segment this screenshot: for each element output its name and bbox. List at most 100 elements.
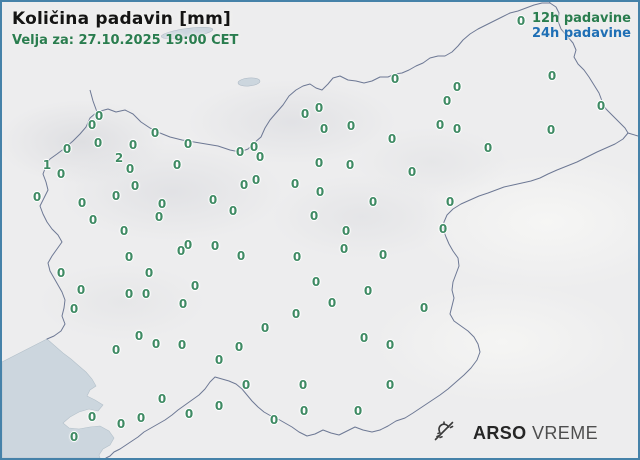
station-value: 0 xyxy=(311,275,321,289)
station-value: 0 xyxy=(69,302,79,316)
station-value: 0 xyxy=(125,162,135,176)
station-value: 1 xyxy=(42,158,52,172)
station-value: 0 xyxy=(77,196,87,210)
station-value: 0 xyxy=(345,158,355,172)
station-value: 0 xyxy=(88,213,98,227)
station-value: 0 xyxy=(445,195,455,209)
station-value: 0 xyxy=(419,301,429,315)
station-value: 0 xyxy=(452,80,462,94)
station-value: 0 xyxy=(251,173,261,187)
sea-area xyxy=(2,338,115,458)
brand-text: ARSO VREME xyxy=(473,423,598,444)
station-value: 0 xyxy=(516,14,526,28)
station-value: 0 xyxy=(385,338,395,352)
station-value: 0 xyxy=(291,307,301,321)
station-value: 0 xyxy=(87,118,97,132)
station-value: 0 xyxy=(596,99,606,113)
station-value: 0 xyxy=(177,338,187,352)
legend-item-24h[interactable]: 24h padavine xyxy=(531,26,631,41)
station-value: 0 xyxy=(136,411,146,425)
station-value: 0 xyxy=(299,404,309,418)
country-border xyxy=(39,2,629,458)
border-stub-north-east xyxy=(549,2,551,4)
station-value: 0 xyxy=(119,224,129,238)
station-value: 0 xyxy=(111,343,121,357)
station-value: 0 xyxy=(124,287,134,301)
station-value: 0 xyxy=(346,119,356,133)
station-value: 0 xyxy=(339,242,349,256)
station-value: 0 xyxy=(298,378,308,392)
station-value: 0 xyxy=(236,249,246,263)
station-value: 0 xyxy=(69,430,79,444)
station-value: 0 xyxy=(483,141,493,155)
station-value: 0 xyxy=(385,378,395,392)
station-value: 0 xyxy=(341,224,351,238)
station-value: 0 xyxy=(111,189,121,203)
station-value: 0 xyxy=(234,340,244,354)
station-value: 0 xyxy=(157,392,167,406)
station-value: 0 xyxy=(249,140,259,154)
station-value: 0 xyxy=(128,138,138,152)
weather-sun-icon xyxy=(432,419,456,447)
station-value: 0 xyxy=(353,404,363,418)
legend-item-12h[interactable]: 12h padavine xyxy=(531,11,631,26)
station-value: 0 xyxy=(407,165,417,179)
station-value: 0 xyxy=(239,178,249,192)
station-value: 0 xyxy=(130,179,140,193)
station-value: 0 xyxy=(260,321,270,335)
brand-agency: ARSO xyxy=(472,422,527,443)
station-value: 0 xyxy=(157,197,167,211)
brand-product: VREME xyxy=(531,422,598,443)
station-value: 0 xyxy=(154,210,164,224)
station-value: 0 xyxy=(442,94,452,108)
station-value: 0 xyxy=(151,337,161,351)
station-value: 0 xyxy=(255,150,265,164)
station-value: 0 xyxy=(546,123,556,137)
station-value: 0 xyxy=(56,266,66,280)
station-value: 0 xyxy=(208,193,218,207)
station-value: 0 xyxy=(269,413,279,427)
station-value: 0 xyxy=(210,239,220,253)
station-value: 0 xyxy=(214,399,224,413)
border-stub-north-west xyxy=(89,89,98,113)
valid-time-label: Velja za: 27.10.2025 19:00 CET xyxy=(12,33,239,48)
station-value: 0 xyxy=(183,137,193,151)
lake-klopeiner xyxy=(237,77,261,87)
station-value: 0 xyxy=(62,142,72,156)
station-value: 0 xyxy=(183,238,193,252)
station-value: 0 xyxy=(315,185,325,199)
station-value: 0 xyxy=(309,209,319,223)
station-value: 0 xyxy=(124,250,134,264)
arso-vreme-logo: ARSO VREME xyxy=(432,419,598,447)
station-value: 0 xyxy=(141,287,151,301)
station-value: 0 xyxy=(387,132,397,146)
station-value: 0 xyxy=(292,250,302,264)
station-value: 0 xyxy=(290,177,300,191)
station-value: 0 xyxy=(314,156,324,170)
station-value: 0 xyxy=(134,329,144,343)
station-value: 0 xyxy=(235,145,245,159)
station-value: 0 xyxy=(94,109,104,123)
station-value: 0 xyxy=(150,126,160,140)
station-value: 0 xyxy=(56,167,66,181)
station-value: 0 xyxy=(359,331,369,345)
station-value: 2 xyxy=(114,151,124,165)
station-value: 0 xyxy=(378,248,388,262)
station-value: 0 xyxy=(241,378,251,392)
station-value: 0 xyxy=(76,283,86,297)
border-stub-east xyxy=(627,132,638,137)
station-value: 0 xyxy=(87,410,97,424)
station-value: 0 xyxy=(363,284,373,298)
station-value: 0 xyxy=(319,122,329,136)
station-value: 0 xyxy=(368,195,378,209)
page-title: Količina padavin [mm] xyxy=(12,9,231,29)
station-value: 0 xyxy=(452,122,462,136)
station-value: 0 xyxy=(32,190,42,204)
station-value: 0 xyxy=(300,107,310,121)
lake-woerthersee xyxy=(160,27,214,39)
station-value: 0 xyxy=(184,407,194,421)
station-value: 0 xyxy=(93,136,103,150)
